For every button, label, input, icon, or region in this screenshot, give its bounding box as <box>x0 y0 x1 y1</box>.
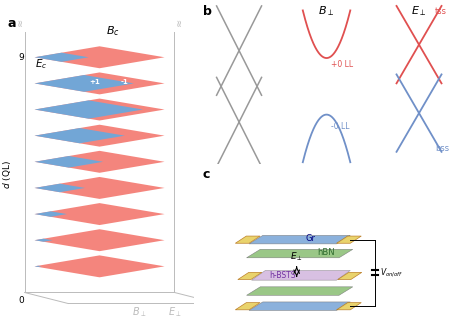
Polygon shape <box>337 236 361 243</box>
Polygon shape <box>35 203 164 225</box>
Polygon shape <box>338 272 362 280</box>
Polygon shape <box>35 100 143 119</box>
Polygon shape <box>35 53 89 62</box>
Polygon shape <box>35 177 164 199</box>
Text: $B_c$: $B_c$ <box>106 24 120 38</box>
Text: $\mathbf{c}$: $\mathbf{c}$ <box>201 168 210 181</box>
Text: +1: +1 <box>90 79 100 85</box>
Polygon shape <box>35 75 134 92</box>
Polygon shape <box>337 303 361 310</box>
Text: $V_{on/off}$: $V_{on/off}$ <box>380 266 403 279</box>
Polygon shape <box>35 229 164 251</box>
Text: $E_c$: $E_c$ <box>35 57 47 71</box>
Polygon shape <box>35 256 164 277</box>
Text: ≈: ≈ <box>15 18 25 26</box>
Text: $B_\perp$: $B_\perp$ <box>319 4 335 18</box>
Polygon shape <box>235 303 260 310</box>
Polygon shape <box>35 99 164 120</box>
Text: hBN: hBN <box>317 248 335 257</box>
Polygon shape <box>246 287 353 295</box>
Text: $\mathbf{a}$: $\mathbf{a}$ <box>7 17 16 30</box>
Text: $E_\perp$: $E_\perp$ <box>168 306 182 319</box>
Polygon shape <box>35 46 164 68</box>
Text: -1: -1 <box>121 79 129 85</box>
Text: h-BSTS: h-BSTS <box>269 271 296 280</box>
Polygon shape <box>246 249 353 258</box>
Polygon shape <box>249 235 350 244</box>
Polygon shape <box>35 211 67 217</box>
Polygon shape <box>35 128 125 143</box>
Text: +0 LL: +0 LL <box>331 60 353 69</box>
Polygon shape <box>249 302 350 310</box>
Text: ≈: ≈ <box>174 18 184 26</box>
Text: -0 LL: -0 LL <box>331 123 349 132</box>
Polygon shape <box>238 272 262 280</box>
Text: $E_\perp$: $E_\perp$ <box>411 4 427 18</box>
Polygon shape <box>252 271 350 280</box>
Polygon shape <box>35 184 85 192</box>
Polygon shape <box>35 239 53 242</box>
Text: $B_\perp$: $B_\perp$ <box>132 306 146 319</box>
Polygon shape <box>35 151 164 173</box>
Text: tss: tss <box>435 7 447 16</box>
Polygon shape <box>35 156 103 168</box>
Polygon shape <box>35 125 164 147</box>
Text: 9: 9 <box>19 53 25 62</box>
Polygon shape <box>235 236 260 243</box>
Text: bss: bss <box>435 144 449 153</box>
Text: $\mathbf{b}$: $\mathbf{b}$ <box>201 4 212 19</box>
Polygon shape <box>35 266 42 267</box>
Polygon shape <box>35 73 164 94</box>
Text: $d$ (QL): $d$ (QL) <box>1 160 13 189</box>
Text: 0: 0 <box>19 296 25 305</box>
Text: $E_\perp$: $E_\perp$ <box>290 250 303 263</box>
Text: Gr: Gr <box>305 234 315 243</box>
